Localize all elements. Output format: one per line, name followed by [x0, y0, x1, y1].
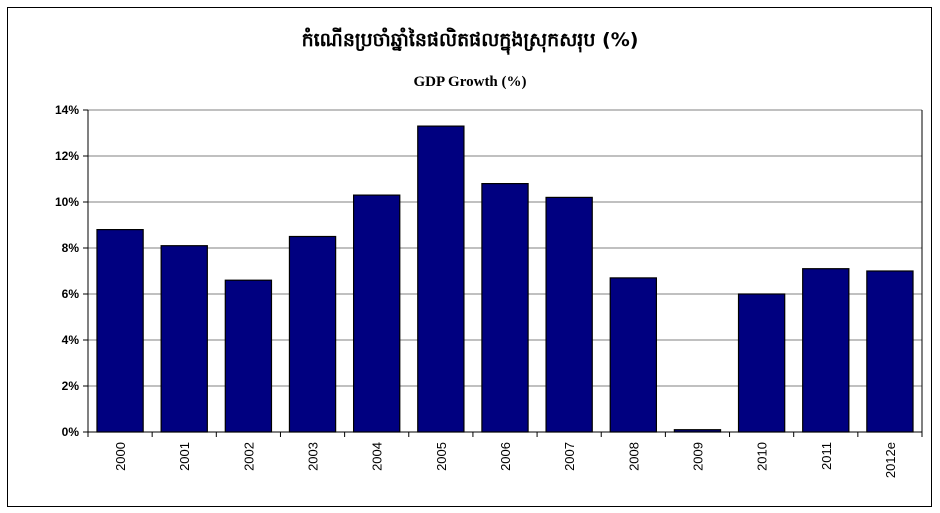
chart-title: កំណើនប្រចាំឆ្នាំនៃផលិតផលក្នុងស្រុកសរុប (…	[301, 29, 639, 51]
bar-2007	[545, 196, 593, 433]
x-tick-label: 2003	[306, 442, 321, 471]
bar-2001	[160, 245, 208, 433]
bar-2003	[288, 235, 337, 433]
x-tick-labels: 2000 2001 2002 2003 2004 2005 2006 2007 2008 2009…	[113, 442, 898, 478]
x-tick-label: 2007	[562, 442, 577, 471]
y-tick-label: 4%	[62, 333, 80, 347]
axes	[83, 109, 923, 437]
bar-2010	[737, 293, 786, 433]
x-tick-label: 2012e	[883, 442, 898, 478]
bar-2005	[417, 125, 465, 433]
bar-2008	[609, 277, 658, 433]
y-tick-label: 14%	[55, 103, 79, 117]
bar-2002	[224, 279, 273, 433]
chart-subtitle: GDP Growth (%)	[413, 74, 527, 90]
x-tick-label: 2011	[819, 442, 834, 470]
bar-2012e	[866, 270, 914, 433]
x-tick-label: 2009	[690, 442, 705, 471]
x-tick-label: 2001	[177, 442, 192, 471]
bar-2004	[352, 194, 401, 433]
y-tick-label: 12%	[55, 149, 79, 163]
bars	[96, 125, 914, 433]
x-tick-label: 2004	[370, 442, 385, 471]
y-tick-label: 10%	[55, 195, 79, 209]
bar-2006	[481, 183, 529, 433]
x-tick-label: 2002	[241, 442, 256, 471]
bar-2000	[96, 229, 144, 433]
x-tick-label: 2005	[434, 442, 449, 471]
y-tick-label: 6%	[62, 287, 80, 301]
x-tick-label: 2010	[755, 442, 770, 471]
y-tick-label: 8%	[62, 241, 80, 255]
y-tick-label: 2%	[62, 379, 80, 393]
x-tick-label: 2008	[626, 442, 641, 471]
y-tick-label: 0%	[62, 425, 80, 439]
y-tick-labels: 0% 2% 4% 6% 8% 10% 12% 14%	[55, 103, 79, 439]
x-tick-label: 2000	[113, 442, 128, 471]
bar-2011	[802, 268, 850, 433]
x-tick-label: 2006	[498, 442, 513, 471]
